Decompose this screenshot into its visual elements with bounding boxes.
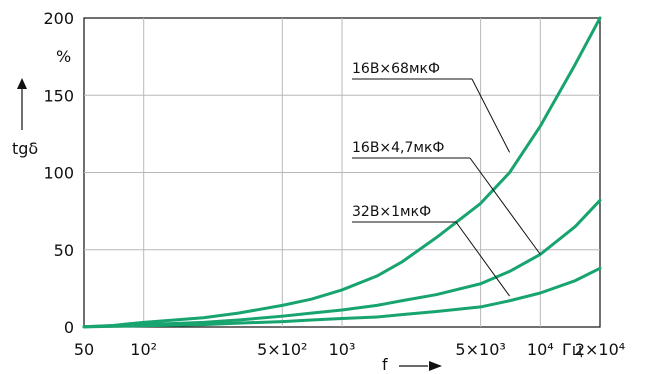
series-line-1 xyxy=(82,16,602,329)
series-label: 16В×4,7мкФ xyxy=(352,140,444,156)
axis-text-layer: % tgδ f Гц xyxy=(12,47,583,374)
x-tick-label: 2×10⁴ xyxy=(575,340,625,359)
annotation-layer: 16В×68мкФ 16В×4,7мкФ 32В×1мкФ xyxy=(352,61,541,297)
series-label: 16В×68мкФ xyxy=(352,61,440,77)
x-tick-label: 5×10³ xyxy=(455,340,505,359)
y-tick-label: 100 xyxy=(43,164,74,183)
annotation-leader-line xyxy=(455,221,510,297)
series-label: 32В×1мкФ xyxy=(352,204,431,220)
curve-layer xyxy=(82,16,602,329)
y-tick-label: 0 xyxy=(64,318,74,337)
x-tick-label: 5×10² xyxy=(257,340,307,359)
x-tick-label: 50 xyxy=(74,340,94,359)
y-axis-label: tgδ xyxy=(12,139,38,158)
arrow-layer xyxy=(17,78,442,371)
x-unit-label: Гц xyxy=(562,340,583,359)
x-tick-label: 10³ xyxy=(329,340,356,359)
grid-layer xyxy=(83,17,601,328)
y-axis-arrowhead-icon xyxy=(17,78,27,89)
annotation-leader-line xyxy=(469,157,541,255)
x-axis-arrowhead-icon xyxy=(429,361,442,371)
y-tick-label: 150 xyxy=(43,86,74,105)
y-tick-label: 200 xyxy=(43,9,74,28)
y-unit-label: % xyxy=(56,47,71,66)
x-tick-label: 10⁴ xyxy=(527,340,554,359)
y-tick-label: 50 xyxy=(54,241,74,260)
x-tick-label: 10² xyxy=(130,340,157,359)
x-axis-label: f xyxy=(382,355,388,374)
annotation-leader-line xyxy=(471,78,511,153)
